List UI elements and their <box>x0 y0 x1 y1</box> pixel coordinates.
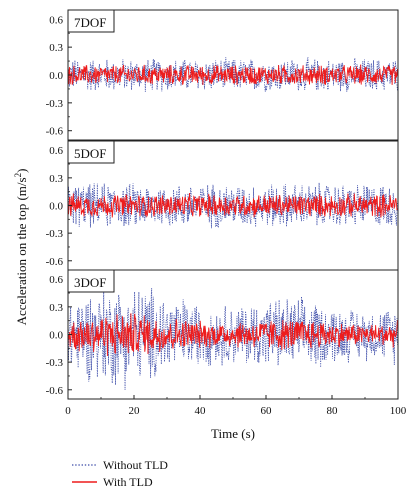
legend: Without TLD With TLD <box>72 458 168 489</box>
y-tick-label: 0.3 <box>49 302 63 314</box>
series-with-tld <box>68 192 398 218</box>
x-tick-label: 60 <box>261 405 273 417</box>
panel-label: 7DOF <box>74 15 107 30</box>
y-tick-label: 0.0 <box>49 70 63 82</box>
y-tick-label: -0.6 <box>46 256 64 268</box>
panel-label: 3DOF <box>74 275 107 290</box>
x-tick-label: 0 <box>65 405 71 417</box>
legend-label-without-tld: Without TLD <box>103 458 168 472</box>
series-with-tld <box>68 64 398 86</box>
panel-label-box <box>67 269 115 293</box>
x-axis-title: Time (s) <box>211 426 255 441</box>
panel-5dof: 0.6 0.3 0.0 -0.3 -0.6 5DOF <box>46 140 399 271</box>
y-tick-label: 0.3 <box>49 173 63 185</box>
panel-label-box <box>67 140 115 164</box>
series-without-tld <box>68 288 398 390</box>
panels: 0.6 0.3 0.0 -0.3 -0.6 7DOF 0.6 0.3 0.0 -0.3 -0.6 5D… <box>46 9 399 400</box>
y-tick-label: 0.6 <box>49 14 63 26</box>
panel-series <box>68 182 398 229</box>
x-tick-label: 100 <box>390 405 407 417</box>
y-tick-label: -0.3 <box>46 357 64 369</box>
panel-label-box <box>67 9 115 33</box>
y-tick-label: -0.6 <box>46 385 64 397</box>
series-without-tld <box>68 182 398 229</box>
y-axis-title-tail: ) <box>14 169 29 173</box>
x-axis: 0 20 40 60 80 100 <box>65 395 407 417</box>
x-tick-label: 20 <box>129 405 141 417</box>
y-tick-label: 0.6 <box>49 274 63 286</box>
y-tick-label: -0.3 <box>46 98 64 110</box>
legend-label-with-tld: With TLD <box>103 475 153 489</box>
panel-series <box>68 56 398 92</box>
y-axis-title-sup: 2 <box>13 173 23 178</box>
y-tick-label: 0.0 <box>49 201 63 213</box>
panel-series <box>68 288 398 390</box>
x-tick-label: 80 <box>327 405 339 417</box>
y-tick-label: 0.6 <box>49 145 63 157</box>
y-axis-title: Acceleration on the top (m/s2) <box>13 169 29 326</box>
y-tick-label: 0.0 <box>49 330 63 342</box>
y-tick-label: 0.3 <box>49 42 63 54</box>
series-with-tld <box>68 313 398 357</box>
x-tick-label: 40 <box>195 405 207 417</box>
panel-label: 5DOF <box>74 146 107 161</box>
panel-3dof: 0.6 0.3 0.0 -0.3 -0.6 3DOF <box>46 269 399 400</box>
y-tick-label: -0.6 <box>46 126 64 138</box>
y-tick-label: -0.3 <box>46 228 64 240</box>
panel-7dof: 0.6 0.3 0.0 -0.3 -0.6 7DOF <box>46 9 399 141</box>
y-axis-title-main: Acceleration on the top (m/s <box>14 177 29 325</box>
